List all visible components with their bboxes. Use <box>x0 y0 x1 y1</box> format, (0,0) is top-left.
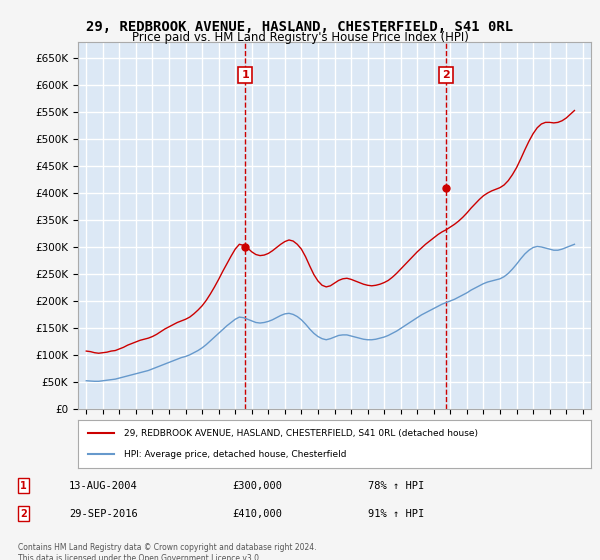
Text: 29, REDBROOK AVENUE, HASLAND, CHESTERFIELD, S41 0RL (detached house): 29, REDBROOK AVENUE, HASLAND, CHESTERFIE… <box>124 429 478 438</box>
Text: HPI: Average price, detached house, Chesterfield: HPI: Average price, detached house, Ches… <box>124 450 347 459</box>
Text: £300,000: £300,000 <box>232 480 283 491</box>
Text: 29-SEP-2016: 29-SEP-2016 <box>69 508 137 519</box>
Text: 91% ↑ HPI: 91% ↑ HPI <box>368 508 424 519</box>
Text: 2: 2 <box>442 70 450 80</box>
Text: 2: 2 <box>20 508 27 519</box>
Text: 29, REDBROOK AVENUE, HASLAND, CHESTERFIELD, S41 0RL: 29, REDBROOK AVENUE, HASLAND, CHESTERFIE… <box>86 20 514 34</box>
Text: 13-AUG-2004: 13-AUG-2004 <box>69 480 137 491</box>
Text: Price paid vs. HM Land Registry's House Price Index (HPI): Price paid vs. HM Land Registry's House … <box>131 31 469 44</box>
Text: Contains HM Land Registry data © Crown copyright and database right 2024.
This d: Contains HM Land Registry data © Crown c… <box>18 543 317 560</box>
Text: 1: 1 <box>20 480 27 491</box>
Text: 78% ↑ HPI: 78% ↑ HPI <box>368 480 424 491</box>
Text: £410,000: £410,000 <box>232 508 283 519</box>
Text: 1: 1 <box>241 70 249 80</box>
